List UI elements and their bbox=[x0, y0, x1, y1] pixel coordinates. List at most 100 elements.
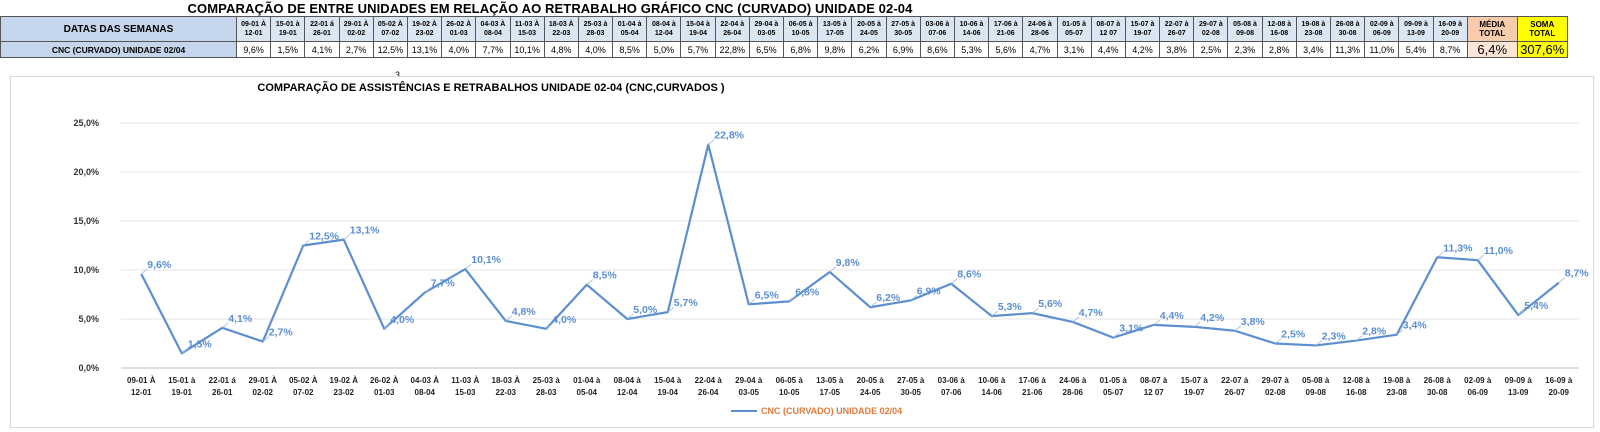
week-value-cell: 2,3% bbox=[1227, 41, 1263, 58]
week-header-cell: 15-07 à 19-07 bbox=[1124, 16, 1161, 42]
data-label-leader bbox=[464, 263, 472, 270]
x-tick-label: 29-04 à bbox=[735, 376, 763, 385]
x-tick-label: 08-04 bbox=[415, 388, 436, 397]
x-tick-label: 08-07 à bbox=[1140, 376, 1168, 385]
chart-title: COMPARAÇÃO DE ASSISTÊNCIAS E RETRABALHOS… bbox=[257, 82, 725, 94]
data-label: 1,5% bbox=[188, 338, 213, 350]
x-tick-label: 20-05 à bbox=[857, 376, 885, 385]
week-value-cell: 11,0% bbox=[1364, 41, 1400, 58]
week-value-cell: 5,7% bbox=[680, 41, 716, 58]
week-header-cell: 11-03 À 15-03 bbox=[509, 16, 545, 42]
data-label-leader bbox=[1153, 319, 1161, 326]
media-total-value: 6,4% bbox=[1466, 41, 1518, 58]
week-header-cell: 29-01 À 02-02 bbox=[338, 16, 374, 42]
x-tick-label: 02-02 bbox=[253, 388, 274, 397]
data-label-leader bbox=[1072, 316, 1080, 323]
data-label: 9,6% bbox=[147, 259, 172, 271]
week-header-cell: 29-04 à 03-05 bbox=[748, 16, 785, 42]
data-label-leader bbox=[748, 298, 756, 305]
y-tick-label: 10,0% bbox=[73, 265, 99, 275]
week-value-cell: 4,4% bbox=[1090, 41, 1126, 58]
week-value-cell: 8,6% bbox=[919, 41, 955, 58]
data-label: 12,5% bbox=[309, 231, 339, 243]
week-value-cell: 1,5% bbox=[270, 41, 306, 58]
y-tick-label: 5,0% bbox=[78, 314, 99, 324]
week-value-cell: 2,7% bbox=[338, 41, 374, 58]
x-tick-label: 19-01 bbox=[172, 388, 193, 397]
data-label: 4,7% bbox=[1079, 307, 1104, 319]
week-value-cell: 3,1% bbox=[1056, 41, 1092, 58]
x-tick-label: 12-08 à bbox=[1343, 376, 1371, 385]
x-tick-label: 12-04 bbox=[617, 388, 638, 397]
data-label-leader bbox=[262, 336, 270, 342]
x-tick-label: 19-02 À bbox=[330, 376, 359, 385]
week-value-cell: 6,2% bbox=[851, 41, 887, 58]
week-value-cell: 4,2% bbox=[1124, 41, 1161, 58]
x-tick-label: 02-09 à bbox=[1464, 376, 1492, 385]
data-label-leader bbox=[869, 301, 877, 308]
x-tick-label: 08-04 à bbox=[614, 376, 642, 385]
data-label: 13,1% bbox=[350, 225, 380, 237]
data-label: 2,7% bbox=[269, 327, 294, 339]
week-value-cell: 5,3% bbox=[953, 41, 990, 58]
x-tick-label: 03-06 à bbox=[938, 376, 966, 385]
legend-line-swatch bbox=[731, 410, 757, 412]
data-label: 6,2% bbox=[876, 292, 901, 304]
x-tick-label: 17-05 bbox=[820, 388, 841, 397]
week-header-cell: 10-06 à 14-06 bbox=[953, 16, 990, 42]
x-tick-label: 07-02 bbox=[293, 388, 314, 397]
x-tick-label: 01-04 à bbox=[573, 376, 601, 385]
data-label: 5,4% bbox=[1524, 300, 1549, 312]
week-value-cell: 4,0% bbox=[577, 41, 614, 58]
soma-total-value: 307,6% bbox=[1516, 41, 1568, 58]
x-tick-label: 05-04 bbox=[577, 388, 598, 397]
week-value-cell: 10,1% bbox=[509, 41, 545, 58]
week-header-cell: 15-04 à 19-04 bbox=[680, 16, 716, 42]
week-header-cell: 02-09 à 06-09 bbox=[1364, 16, 1400, 42]
week-header-cell: 26-02 À 01-03 bbox=[441, 16, 477, 42]
week-header-cell: 25-03 à 28-03 bbox=[577, 16, 614, 42]
data-label: 5,0% bbox=[633, 304, 658, 316]
series-line bbox=[140, 143, 1560, 355]
data-label: 3,4% bbox=[1403, 320, 1428, 332]
x-tick-label: 09-09 à bbox=[1505, 376, 1533, 385]
x-tick-label: 22-07 à bbox=[1221, 376, 1249, 385]
week-value-cell: 22,8% bbox=[714, 41, 750, 58]
x-tick-label: 01-05 à bbox=[1100, 376, 1128, 385]
week-value-cell: 8,5% bbox=[612, 41, 648, 58]
page-title: COMPARAÇÃO DE ENTRE UNIDADES EM RELAÇÃO … bbox=[187, 1, 913, 16]
week-value-cell: 12,5% bbox=[372, 41, 408, 58]
x-tick-label: 12-01 bbox=[131, 388, 152, 397]
data-label: 11,0% bbox=[1484, 245, 1514, 257]
week-header-cell: 24-06 à 28-06 bbox=[1022, 16, 1058, 42]
data-label: 11,3% bbox=[1443, 242, 1473, 254]
x-tick-label: 07-06 bbox=[941, 388, 962, 397]
week-header-cell: 22-01 á 26-01 bbox=[304, 16, 340, 42]
data-label-leader bbox=[1558, 277, 1566, 284]
x-tick-label: 10-05 bbox=[779, 388, 800, 397]
y-tick-label: 20,0% bbox=[73, 167, 99, 177]
media-total-header: MÉDIA TOTAL bbox=[1466, 16, 1518, 42]
x-tick-label: 30-05 bbox=[901, 388, 922, 397]
x-tick-label: 13-09 bbox=[1508, 388, 1529, 397]
week-value-cell: 2,5% bbox=[1193, 41, 1229, 58]
week-header-cell: 22-07 à 26-07 bbox=[1159, 16, 1195, 42]
x-tick-label: 23-02 bbox=[334, 388, 355, 397]
data-label-leader bbox=[910, 295, 918, 301]
x-tick-label: 16-09 à bbox=[1545, 376, 1573, 385]
data-label: 6,5% bbox=[755, 289, 780, 301]
data-label-leader bbox=[1193, 321, 1201, 328]
x-tick-label: 26-02 À bbox=[370, 376, 399, 385]
data-label-leader bbox=[991, 310, 999, 317]
data-label-leader bbox=[950, 278, 958, 285]
stray-cell-text: 3 bbox=[395, 70, 401, 80]
row-label-cnc: CNC (CURVADO) UNIDADE 02/04 bbox=[0, 41, 237, 58]
data-label-leader bbox=[1396, 329, 1404, 335]
data-label: 3,1% bbox=[1119, 323, 1144, 335]
week-header-cell: 20-05 à 24-05 bbox=[851, 16, 887, 42]
x-tick-label: 03-05 bbox=[739, 388, 760, 397]
x-tick-label: 24-06 à bbox=[1059, 376, 1087, 385]
data-label-leader bbox=[383, 323, 391, 330]
data-label-leader bbox=[302, 240, 310, 246]
x-tick-label: 05-08 à bbox=[1302, 376, 1330, 385]
